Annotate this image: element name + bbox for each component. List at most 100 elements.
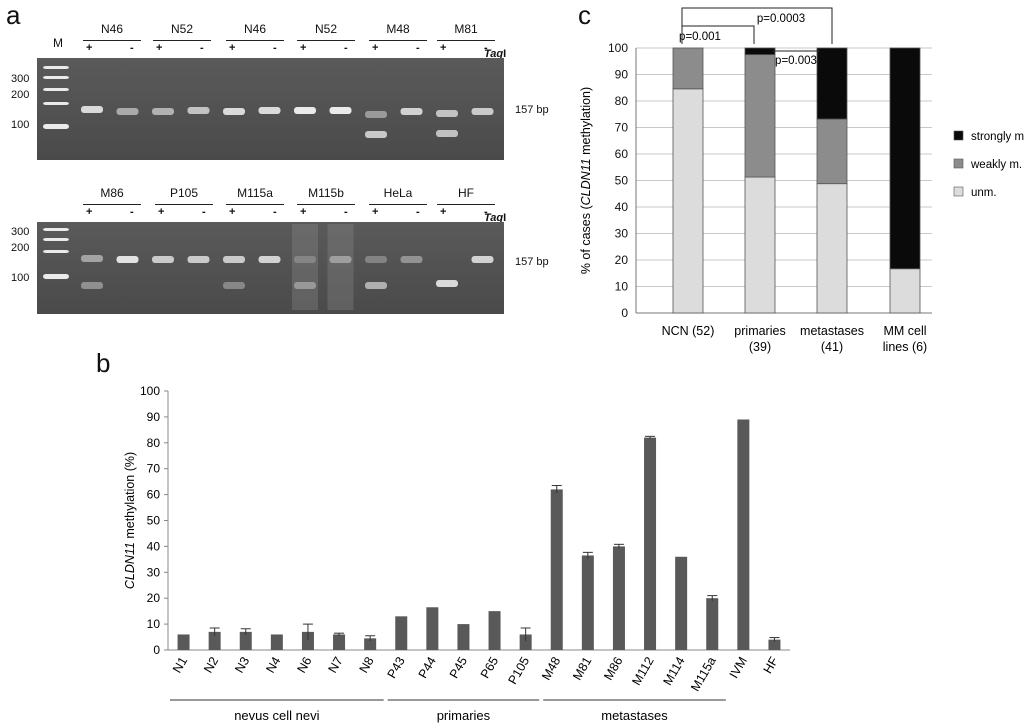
- y-tick-label: 10: [615, 280, 629, 294]
- minus-label: -: [130, 206, 134, 218]
- x-tick-label: metastases: [800, 324, 864, 338]
- gel-sample-label: P105: [169, 186, 199, 200]
- minus-label: -: [202, 206, 206, 218]
- gel-band: [436, 130, 458, 137]
- x-tick-label: P105: [506, 654, 533, 686]
- ladder-label-100-top: 100: [11, 119, 30, 131]
- gel-band: [187, 107, 210, 114]
- panel-a-letter: a: [6, 0, 21, 30]
- y-tick-label: 20: [147, 591, 161, 605]
- stacked-bar-segment: [744, 54, 776, 178]
- gel-band: [223, 282, 245, 289]
- x-tick-label: M48: [539, 654, 563, 682]
- sample-underline: [155, 204, 213, 205]
- gel-sample-label: N52: [170, 22, 193, 36]
- bottom-gel-background: [37, 222, 504, 314]
- x-tick-label: N7: [326, 654, 346, 675]
- y-tick-label: 50: [147, 514, 161, 528]
- bar: [768, 639, 781, 650]
- y-tick-label: 100: [140, 384, 160, 398]
- plus-label: +: [156, 42, 163, 54]
- stacked-bar-segment: [744, 47, 776, 56]
- gel-band: [81, 255, 103, 262]
- plus-label: +: [86, 42, 93, 54]
- y-tick-label: 40: [147, 539, 161, 553]
- gel-sample-label: M86: [100, 186, 124, 200]
- p-value-annotation: p=0.001: [679, 31, 721, 43]
- bar: [706, 598, 719, 650]
- p-value-annotation: p=0.0003: [757, 13, 805, 25]
- y-tick-label: 100: [608, 41, 628, 55]
- ladder-label-300-top: 300: [11, 73, 30, 85]
- bar: [581, 555, 594, 650]
- gel-band: [81, 282, 103, 289]
- gel-band: [81, 106, 103, 113]
- gel-sample-label: M115b: [308, 186, 344, 200]
- y-tick-label: 70: [147, 462, 161, 476]
- gel-band: [43, 76, 69, 79]
- gel-band: [294, 282, 316, 289]
- y-tick-label: 80: [615, 94, 629, 108]
- legend-swatch: [953, 186, 964, 197]
- x-tick-label: P43: [385, 654, 408, 680]
- y-tick-label: 80: [147, 436, 161, 450]
- group-label: primaries: [437, 708, 491, 723]
- ladder-label-300-bottom: 300: [11, 226, 30, 238]
- bar: [550, 489, 563, 650]
- plus-label: +: [229, 206, 236, 218]
- bar: [737, 419, 750, 650]
- minus-label: -: [200, 42, 204, 54]
- gel-sample-label: HeLa: [383, 186, 413, 200]
- minus-label: -: [344, 206, 348, 218]
- x-tick-label: M112: [629, 654, 656, 687]
- bar: [301, 631, 314, 650]
- x-tick-label: (39): [749, 340, 771, 354]
- minus-label: -: [416, 42, 420, 54]
- plus-label: +: [300, 42, 307, 54]
- gel-band: [223, 108, 245, 115]
- bar: [270, 634, 283, 650]
- gel-band: [294, 256, 316, 263]
- bottom-gel-bands: [43, 224, 494, 310]
- significance-bracket: [681, 7, 833, 44]
- bar: [177, 634, 190, 650]
- gel-band: [258, 107, 281, 114]
- ladder-label-100-bottom: 100: [11, 272, 30, 284]
- y-label-gene: CLDN11: [579, 158, 593, 205]
- bar: [519, 634, 532, 650]
- enzyme-suffix-bottom: I: [503, 212, 507, 224]
- gel-band: [43, 102, 69, 105]
- sample-underline: [153, 40, 211, 41]
- plus-label: +: [440, 206, 447, 218]
- y-tick-label: 20: [615, 253, 629, 267]
- gel-band: [365, 256, 387, 263]
- y-axis-label: % of cases (CLDN11 methylation): [579, 87, 593, 274]
- enzyme-name: Taq: [484, 48, 504, 60]
- top-gel-image: [37, 58, 504, 160]
- minus-label: -: [484, 42, 488, 54]
- gel-band: [43, 124, 69, 129]
- gel-sample-label: N46: [100, 22, 123, 36]
- bar: [675, 556, 688, 650]
- panel-b-letter: b: [96, 348, 111, 378]
- bar-chart-b: 0 10 20 30 40 50 60 70 80 90 100 CLDN11 methylation…: [123, 384, 790, 723]
- x-tick-label: lines (6): [883, 340, 927, 354]
- gel-band: [436, 280, 458, 287]
- gel-band: [471, 108, 494, 115]
- sample-underline: [83, 40, 141, 41]
- enzyme-label-bottom: TaqI: [484, 212, 506, 224]
- y-tick-label: 90: [615, 68, 629, 82]
- plus-label: +: [372, 42, 379, 54]
- gel-band: [43, 250, 69, 253]
- x-tick-label: P45: [447, 654, 470, 680]
- gel-band: [116, 256, 139, 263]
- gel-band: [436, 110, 458, 117]
- stacked-bar-segment: [816, 183, 848, 314]
- y-tick-label: 60: [147, 488, 161, 502]
- top-gel-bands: [43, 66, 494, 138]
- gel-band: [187, 256, 210, 263]
- y-label-pre: % of cases (: [579, 205, 593, 275]
- gel-band: [329, 107, 352, 114]
- bp-label-bottom: 157 bp: [515, 256, 549, 268]
- sample-underline: [297, 204, 355, 205]
